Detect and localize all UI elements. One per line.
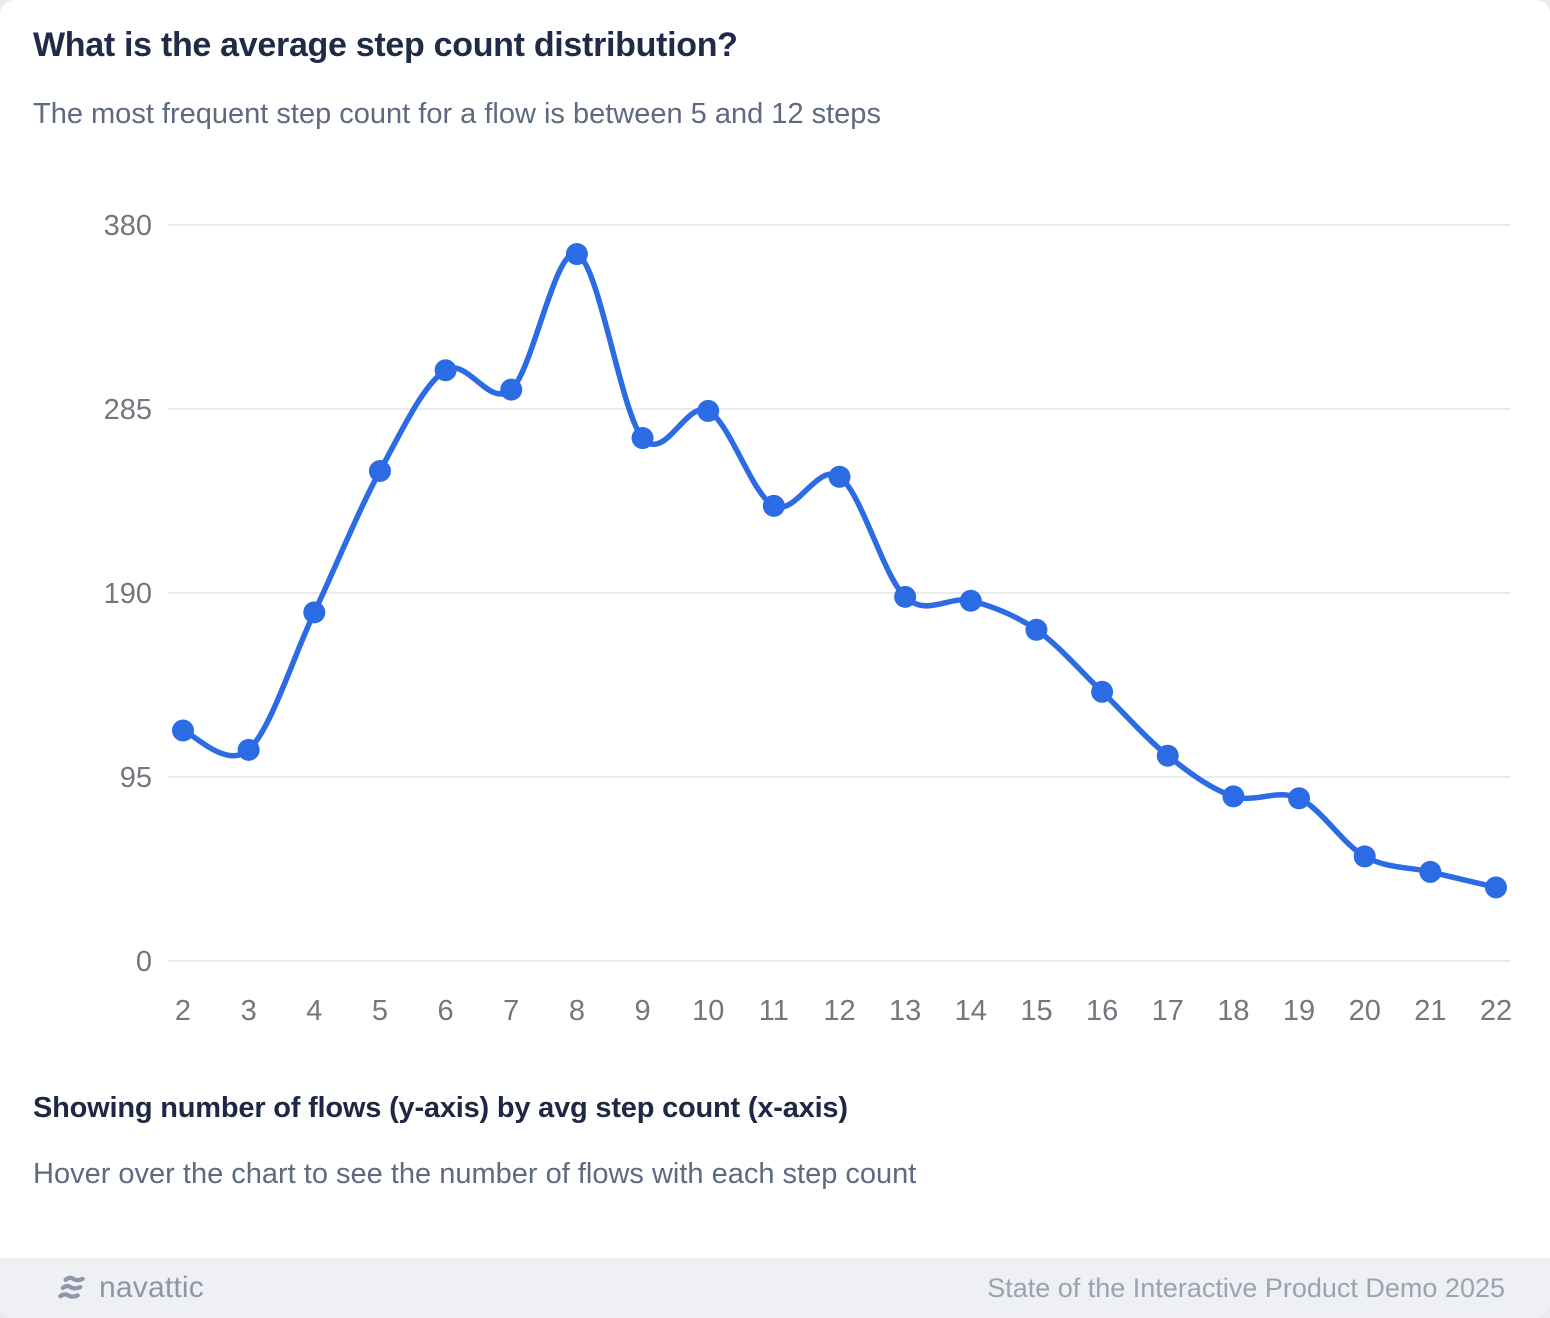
x-axis-tick-label: 10: [692, 995, 724, 1027]
x-axis-tick-label: 15: [1020, 995, 1052, 1027]
page-subtitle: The most frequent step count for a flow …: [33, 98, 881, 130]
x-axis-tick-label: 12: [823, 995, 855, 1027]
x-axis-tick-label: 3: [241, 995, 257, 1027]
data-point[interactable]: [894, 585, 917, 608]
data-point[interactable]: [1485, 876, 1507, 899]
chart-svg[interactable]: 0 95 190 285 380 2 3 4 5 6 7 8 9 10 11 12 13 14 15 16 17 18 19…: [33, 188, 1517, 1040]
data-point[interactable]: [631, 427, 654, 450]
x-axis-tick-label: 22: [1480, 995, 1512, 1027]
x-axis-tick-label: 14: [955, 995, 987, 1027]
brand: navattic: [55, 1271, 204, 1305]
y-axis-tick-label: 190: [104, 578, 152, 610]
data-point[interactable]: [1156, 744, 1179, 767]
x-axis-tick-label: 4: [306, 995, 322, 1027]
data-point[interactable]: [565, 243, 588, 266]
data-point[interactable]: [1288, 787, 1311, 810]
navattic-logo-icon: [58, 1275, 85, 1299]
line-chart[interactable]: 0 95 190 285 380 2 3 4 5 6 7 8 9 10 11 12 13 14 15 16 17 18 19…: [33, 188, 1517, 1040]
data-point[interactable]: [500, 378, 523, 401]
x-axis-tick-label: 2: [175, 995, 191, 1027]
x-axis-tick-label: 13: [889, 995, 921, 1027]
data-point[interactable]: [828, 465, 851, 488]
page-title: What is the average step count distribut…: [33, 26, 738, 64]
x-axis-tick-label: 16: [1086, 995, 1118, 1027]
brand-wordmark: navattic: [99, 1271, 204, 1304]
chart-hover-hint: Hover over the chart to see the number o…: [33, 1158, 917, 1190]
x-axis-tick-label: 19: [1283, 995, 1315, 1027]
data-point[interactable]: [762, 494, 785, 517]
footer-bar: navattic State of the Interactive Produc…: [0, 1258, 1550, 1318]
y-axis-tick-label: 0: [136, 946, 152, 978]
x-axis-tick-label: 5: [372, 995, 388, 1027]
x-axis-tick-label: 21: [1414, 995, 1446, 1027]
x-axis-tick-label: 7: [503, 995, 519, 1027]
x-axis-tick-label: 20: [1349, 995, 1381, 1027]
footer-report-title: State of the Interactive Product Demo 20…: [987, 1272, 1505, 1303]
chart-caption: Showing number of flows (y-axis) by avg …: [33, 1092, 848, 1124]
x-axis-tick-label: 8: [569, 995, 585, 1027]
y-axis-tick-label: 95: [120, 762, 152, 794]
data-point[interactable]: [1419, 860, 1442, 883]
x-axis-tick-label: 6: [438, 995, 454, 1027]
data-point[interactable]: [172, 719, 194, 742]
data-point[interactable]: [1353, 845, 1376, 868]
data-point[interactable]: [434, 359, 457, 382]
x-axis-tick-label: 18: [1217, 995, 1249, 1027]
data-point[interactable]: [697, 399, 720, 422]
y-axis-tick-label: 285: [104, 394, 152, 426]
data-point[interactable]: [1025, 618, 1048, 641]
x-axis-tick-label: 17: [1152, 995, 1184, 1027]
data-point[interactable]: [368, 459, 391, 482]
x-axis-tick-label: 9: [634, 995, 650, 1027]
data-point[interactable]: [1222, 785, 1245, 808]
data-point[interactable]: [237, 738, 260, 761]
data-point[interactable]: [1091, 680, 1114, 703]
x-axis-tick-label: 11: [759, 995, 789, 1027]
data-point[interactable]: [303, 601, 326, 624]
y-axis-tick-label: 380: [104, 210, 152, 242]
data-point[interactable]: [959, 589, 982, 612]
